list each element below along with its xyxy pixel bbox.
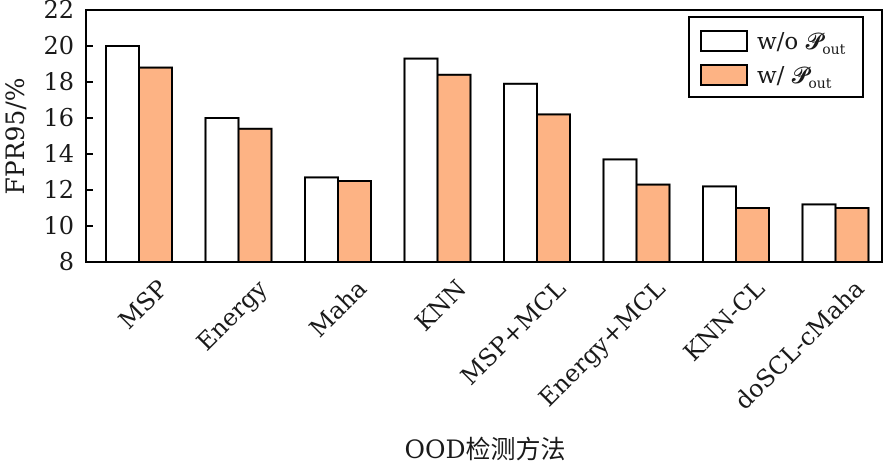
legend-swatch (700, 64, 748, 86)
bar-without-pout (503, 82, 538, 263)
bar-without-pout (204, 117, 240, 263)
y-tick-label: 12 (43, 176, 74, 204)
bar-with-pout (337, 180, 372, 263)
y-tick-label: 10 (43, 212, 74, 240)
bar-without-pout (403, 57, 439, 263)
plot-frame (85, 9, 883, 263)
x-tick-label: Maha (304, 274, 372, 342)
x-tick-label: Energy (191, 274, 273, 356)
plot-area (85, 9, 883, 264)
bar-without-pout (702, 185, 737, 263)
legend-label: w/o 𝓟out (757, 29, 846, 58)
y-tick-label: 20 (43, 32, 74, 60)
bar-without-pout (801, 203, 837, 263)
bar-with-pout (436, 73, 472, 263)
x-axis-title: OOD检测方法 (404, 435, 565, 464)
y-axis-title: FPR95/% (1, 78, 30, 195)
y-axis: 8 10 12 14 16 18 20 22 (43, 0, 93, 276)
legend-swatch (700, 30, 748, 52)
bar-with-pout (536, 113, 571, 264)
legend-label-subscript: out (822, 42, 845, 58)
bar-with-pout (237, 127, 273, 263)
y-tick-label: 16 (43, 104, 74, 132)
y-tick-label: 14 (43, 140, 74, 168)
y-tick-label: 18 (43, 68, 74, 96)
x-tick-label: MSP (113, 274, 173, 334)
bar-with-pout (138, 66, 173, 263)
y-tick-label: 8 (59, 248, 74, 276)
x-tick-label: KNN (410, 274, 472, 336)
legend-label-main: w/o 𝓟 (757, 29, 826, 55)
y-tick-label: 22 (43, 0, 74, 24)
legend-label-subscript: out (808, 76, 831, 92)
bar-with-pout (834, 207, 870, 263)
bar-with-pout (735, 207, 770, 263)
legend-label-main: w/ 𝓟 (757, 63, 812, 89)
bar-without-pout (105, 45, 140, 263)
bar-with-pout (635, 183, 671, 264)
x-tick-label: KNN-CL (678, 274, 770, 366)
bar-without-pout (304, 176, 339, 263)
bar-without-pout (602, 158, 638, 263)
legend-label: w/ 𝓟out (757, 63, 832, 92)
